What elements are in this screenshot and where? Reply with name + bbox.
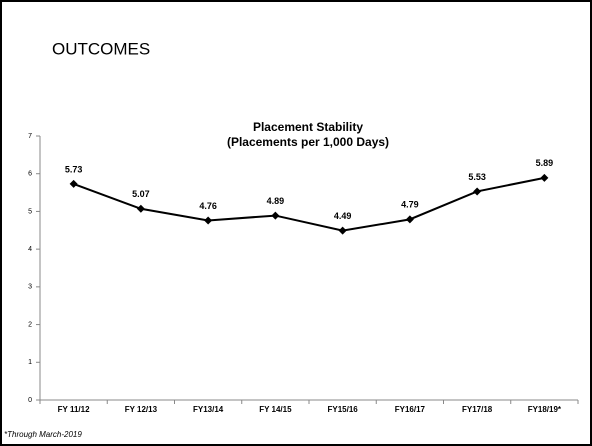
- x-tick-label: FY 12/13: [125, 405, 158, 414]
- marker: [136, 204, 145, 213]
- data-label: 4.49: [334, 211, 352, 221]
- x-tick-label: FY18/19*: [528, 405, 562, 414]
- data-label: 5.53: [468, 172, 486, 182]
- y-tick-label: 6: [28, 171, 32, 178]
- marker: [271, 211, 280, 220]
- marker: [69, 179, 78, 188]
- chart-title: Placement Stability: [253, 120, 363, 134]
- data-label: 5.89: [536, 158, 554, 168]
- data-label: 4.79: [401, 200, 419, 210]
- data-label: 5.73: [65, 164, 83, 174]
- y-tick-label: 4: [28, 246, 32, 253]
- marker: [473, 187, 482, 196]
- slide-heading: OUTCOMES: [52, 39, 150, 58]
- y-tick-label: 5: [28, 208, 32, 215]
- x-tick-label: FY15/16: [328, 405, 359, 414]
- footnote: *Through March-2019: [4, 430, 82, 439]
- y-tick-label: 3: [28, 284, 32, 291]
- data-label: 4.76: [199, 201, 217, 211]
- data-label: 5.07: [132, 189, 150, 199]
- line: [73, 176, 545, 232]
- x-tick-label: FY17/18: [462, 405, 493, 414]
- marker: [405, 215, 414, 224]
- marker: [540, 173, 549, 182]
- y-tick-label: 1: [28, 359, 32, 366]
- x-tick-label: FY13/14: [193, 405, 224, 414]
- marker: [204, 216, 213, 225]
- marker: [338, 226, 347, 235]
- data-label: 4.89: [267, 196, 285, 206]
- chart-subtitle: (Placements per 1,000 Days): [227, 135, 389, 149]
- x-tick-label: FY 11/12: [58, 405, 90, 414]
- x-tick-label: FY 14/15: [259, 405, 292, 414]
- y-tick-label: 0: [28, 397, 32, 404]
- x-tick-label: FY16/17: [395, 405, 426, 414]
- y-tick-label: 7: [28, 133, 32, 140]
- y-tick-label: 2: [28, 321, 32, 328]
